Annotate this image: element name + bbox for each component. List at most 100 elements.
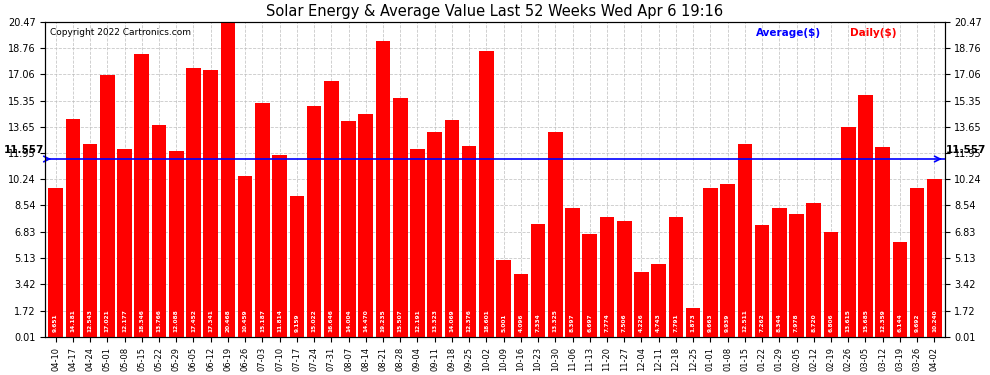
Bar [910, 188, 925, 337]
Text: 17.452: 17.452 [191, 309, 196, 332]
Text: 13.766: 13.766 [156, 309, 161, 332]
Bar [807, 203, 821, 337]
Bar [721, 184, 735, 337]
Bar [65, 118, 80, 337]
Text: 9.939: 9.939 [725, 314, 730, 332]
Text: 1.873: 1.873 [691, 314, 696, 332]
Bar [49, 188, 63, 337]
Text: 20.468: 20.468 [226, 310, 231, 332]
Text: 13.323: 13.323 [433, 309, 438, 332]
Text: 7.262: 7.262 [759, 314, 764, 332]
Bar [461, 146, 476, 337]
Text: 9.651: 9.651 [53, 314, 58, 332]
Text: 8.397: 8.397 [570, 314, 575, 332]
Bar [824, 232, 839, 337]
Bar [479, 51, 494, 337]
Bar [238, 176, 252, 337]
Text: 7.334: 7.334 [536, 314, 541, 332]
Text: 9.663: 9.663 [708, 314, 713, 332]
Bar [789, 214, 804, 337]
Text: 7.978: 7.978 [794, 314, 799, 332]
Text: 12.543: 12.543 [87, 309, 93, 332]
Text: 14.470: 14.470 [363, 310, 368, 332]
Text: 4.226: 4.226 [639, 314, 644, 332]
Bar [393, 98, 408, 337]
Bar [893, 242, 907, 337]
Bar [686, 308, 701, 337]
Text: 10.240: 10.240 [932, 310, 937, 332]
Bar [169, 151, 183, 337]
Text: 12.359: 12.359 [880, 310, 885, 332]
Text: 17.341: 17.341 [208, 309, 213, 332]
Text: 7.791: 7.791 [673, 314, 678, 332]
Bar [324, 81, 339, 337]
Text: 4.096: 4.096 [519, 314, 524, 332]
Text: 14.004: 14.004 [346, 310, 351, 332]
Bar [428, 132, 442, 337]
Bar [668, 217, 683, 337]
Text: 5.001: 5.001 [501, 314, 506, 332]
Text: 15.507: 15.507 [398, 310, 403, 332]
Bar [358, 114, 373, 337]
Bar [875, 147, 890, 337]
Title: Solar Energy & Average Value Last 52 Weeks Wed Apr 6 19:16: Solar Energy & Average Value Last 52 Wee… [266, 4, 724, 19]
Text: 6.806: 6.806 [829, 314, 834, 332]
Bar [738, 144, 752, 337]
Text: 9.692: 9.692 [915, 314, 920, 332]
Text: 12.177: 12.177 [122, 309, 127, 332]
Text: 7.774: 7.774 [605, 314, 610, 332]
Text: 18.601: 18.601 [484, 310, 489, 332]
Bar [255, 103, 269, 337]
Bar [772, 209, 787, 337]
Text: 13.325: 13.325 [552, 309, 557, 332]
Bar [203, 70, 218, 337]
Bar [83, 144, 97, 337]
Bar [548, 132, 562, 337]
Text: Copyright 2022 Cartronics.com: Copyright 2022 Cartronics.com [50, 28, 191, 37]
Text: 11.557: 11.557 [945, 145, 986, 155]
Bar [514, 274, 529, 337]
Bar [531, 224, 545, 337]
Text: 10.459: 10.459 [243, 310, 248, 332]
Bar [307, 106, 322, 337]
Bar [617, 221, 632, 337]
Bar [754, 225, 769, 337]
Bar [703, 188, 718, 337]
Text: 14.069: 14.069 [449, 310, 454, 332]
Bar [635, 272, 648, 337]
Text: 12.511: 12.511 [742, 309, 747, 332]
Bar [135, 54, 149, 337]
Bar [927, 179, 941, 337]
Text: 15.685: 15.685 [863, 309, 868, 332]
Bar [151, 125, 166, 337]
Bar [221, 22, 236, 337]
Bar [410, 149, 425, 337]
Text: 19.235: 19.235 [380, 310, 385, 332]
Text: 15.187: 15.187 [260, 309, 265, 332]
Bar [496, 260, 511, 337]
Bar [117, 150, 132, 337]
Text: Average($): Average($) [755, 28, 821, 38]
Text: 4.743: 4.743 [656, 314, 661, 332]
Bar [100, 75, 115, 337]
Text: 14.181: 14.181 [70, 309, 75, 332]
Text: 17.021: 17.021 [105, 310, 110, 332]
Text: 11.814: 11.814 [277, 309, 282, 332]
Text: 12.376: 12.376 [466, 309, 471, 332]
Text: 6.697: 6.697 [587, 314, 592, 332]
Bar [600, 217, 615, 337]
Text: 18.346: 18.346 [140, 309, 145, 332]
Text: 8.344: 8.344 [777, 314, 782, 332]
Text: 11.557: 11.557 [4, 145, 45, 155]
Text: 16.646: 16.646 [329, 309, 334, 332]
Text: Daily($): Daily($) [850, 28, 897, 38]
Bar [342, 122, 355, 337]
Text: 9.159: 9.159 [294, 314, 299, 332]
Bar [445, 120, 459, 337]
Bar [289, 196, 304, 337]
Bar [272, 155, 287, 337]
Bar [375, 41, 390, 337]
Text: 13.615: 13.615 [845, 309, 850, 332]
Bar [565, 208, 580, 337]
Bar [651, 264, 666, 337]
